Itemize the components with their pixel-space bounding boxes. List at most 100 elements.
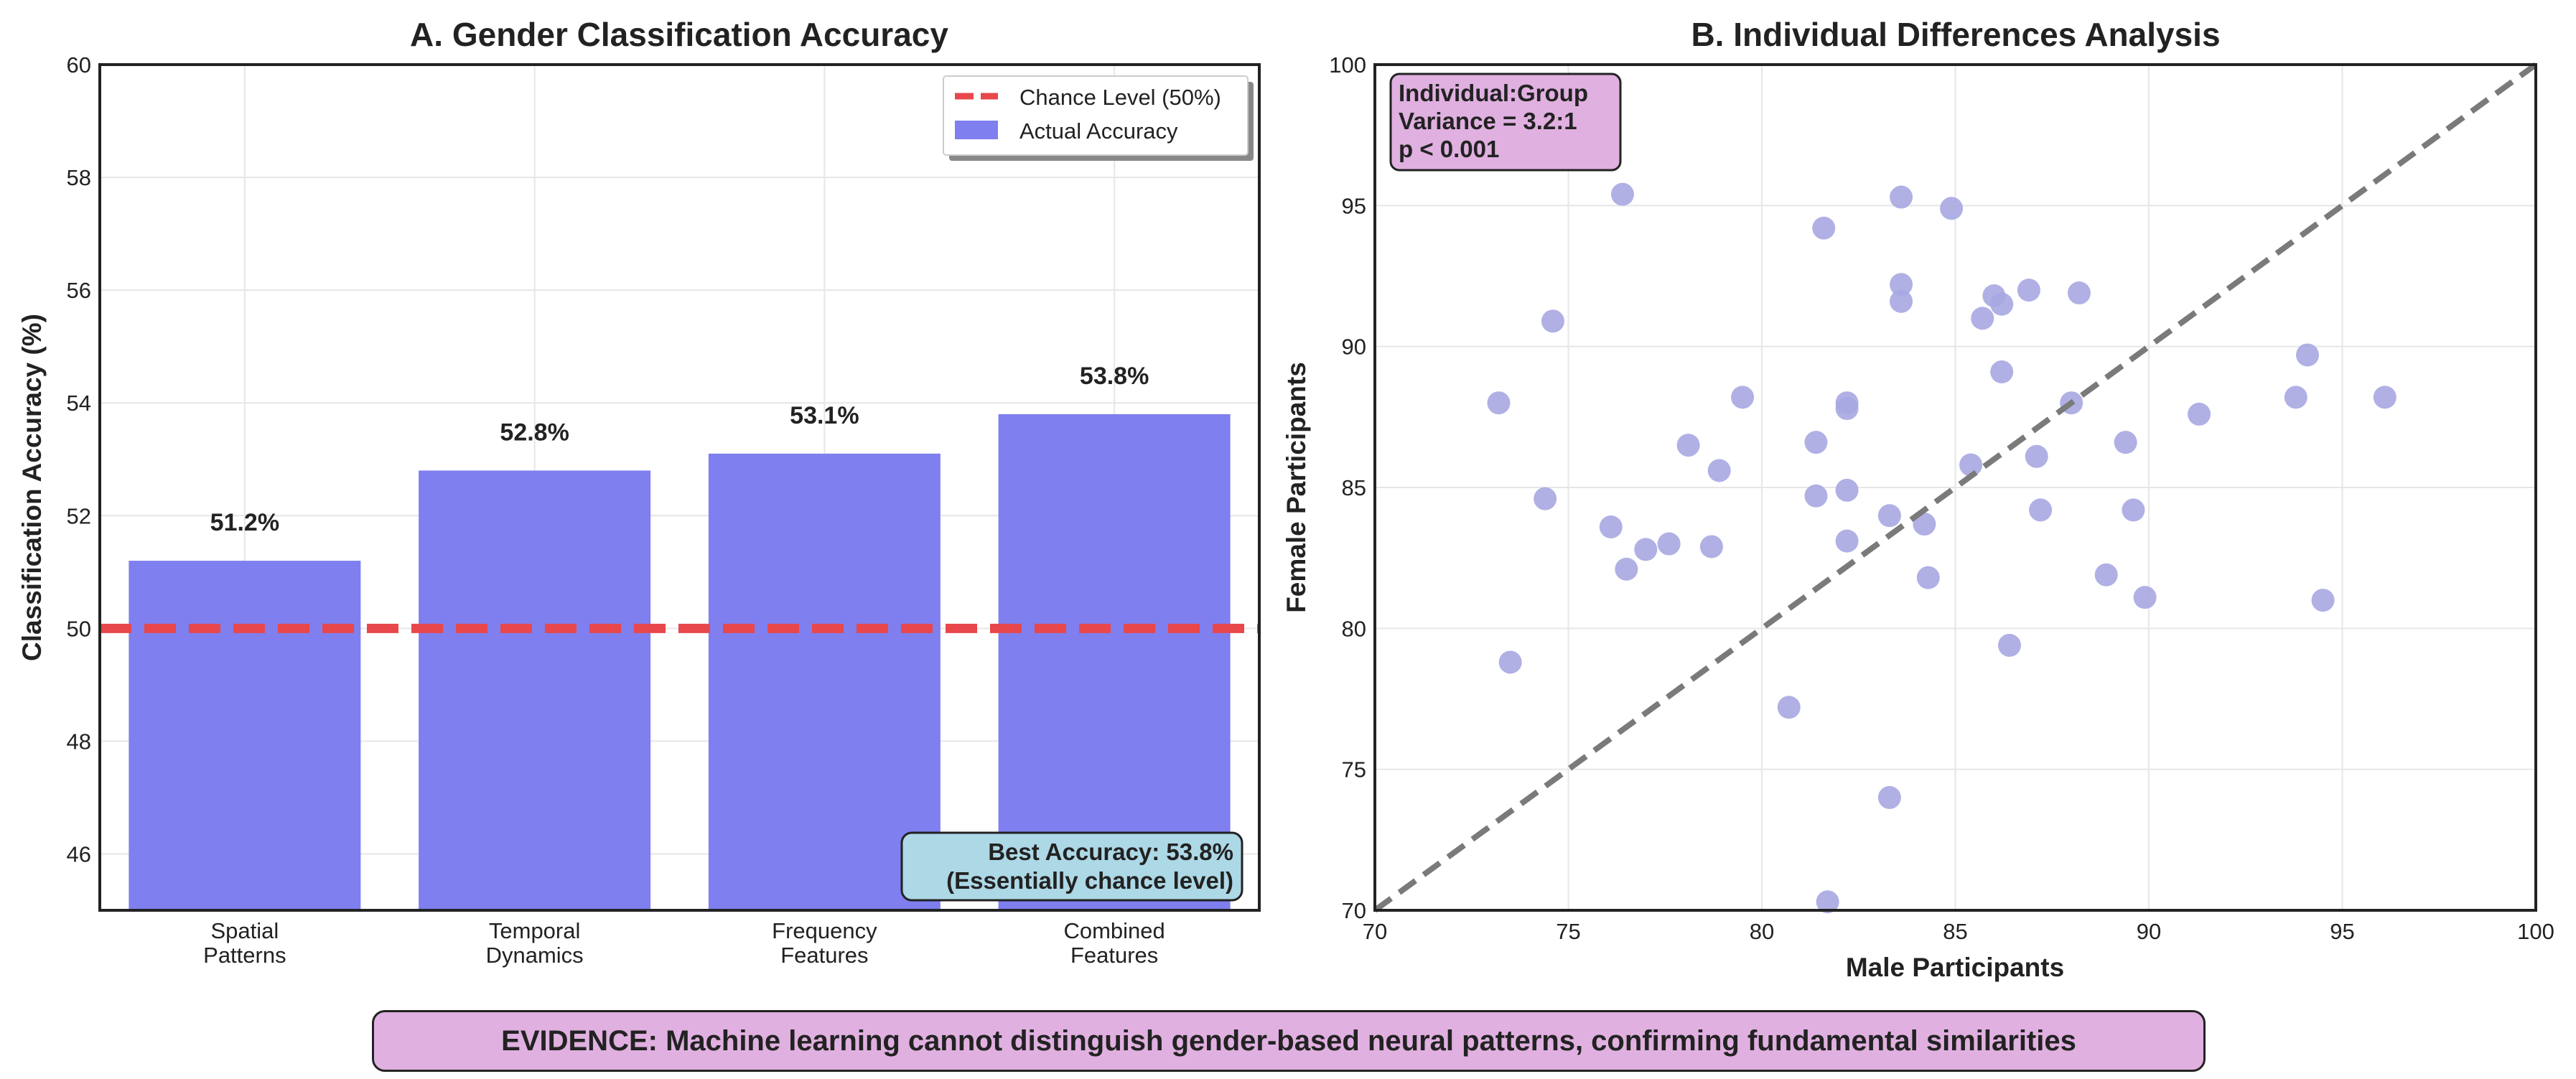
y-tick-label: 50 [67, 616, 91, 641]
scatter-point [1990, 292, 2014, 316]
panel-a-legend: Chance Level (50%) Actual Accuracy [943, 75, 1254, 161]
scatter-point [1657, 532, 1681, 556]
scatter-point [2295, 343, 2319, 367]
y-tick-label: 58 [67, 165, 91, 190]
panel-b-x-axis-label: Male Participants [1846, 953, 2064, 982]
panel-a-title: A. Gender Classification Accuracy [410, 16, 948, 53]
best-accuracy-box [900, 831, 1243, 902]
x-tick-label: Features [1070, 943, 1158, 968]
bar-value-label: 53.1% [790, 402, 859, 429]
panel-b-points [1487, 182, 2397, 914]
legend-box [943, 75, 1249, 156]
y-tick-label: 52 [67, 503, 91, 528]
panel-b-y-ticks: 70 75 80 85 90 95 100 [1329, 52, 1366, 923]
scatter-point [1676, 434, 1700, 457]
x-tick-label: 80 [1750, 919, 1774, 944]
bar-value-label: 52.8% [500, 419, 569, 446]
scatter-point [1990, 360, 2014, 384]
bar [129, 561, 361, 910]
x-tick-label: Temporal [489, 918, 581, 943]
panel-a-y-axis-label: Classification Accuracy (%) [17, 314, 47, 661]
x-tick-label: 85 [1943, 919, 1967, 944]
bar [998, 414, 1231, 910]
scatter-point [1916, 566, 1940, 589]
x-tick-label: 90 [2137, 919, 2161, 944]
scatter-point [2067, 281, 2091, 305]
scatter-point [1610, 182, 1634, 206]
scatter-point [1731, 386, 1755, 409]
scatter-point [1498, 650, 1522, 674]
scatter-point [1971, 307, 1994, 330]
scatter-point [1699, 535, 1723, 559]
bar [419, 470, 651, 910]
scatter-point [1615, 557, 1638, 581]
scatter-point [2311, 589, 2335, 612]
best-accuracy-line-2: (Essentially chance level) [946, 867, 1233, 894]
scatter-point [2284, 386, 2307, 409]
scatter-point [1804, 431, 1828, 454]
panel-b-scatter-plot: 70 75 80 85 90 95 100 70 75 80 85 90 95 100 B. Indiv… [1282, 16, 2554, 982]
panel-a-bars [129, 414, 1231, 910]
evidence-banner: EVIDENCE: Machine learning cannot distin… [372, 1010, 2206, 1072]
panel-a-frame [98, 63, 1261, 912]
scatter-point [2017, 279, 2040, 302]
y-tick-label: 60 [67, 52, 91, 78]
scatter-point [1541, 309, 1564, 333]
scatter-point [1707, 459, 1731, 482]
scatter-point [1816, 890, 1839, 914]
bar-value-label: 51.2% [210, 509, 279, 536]
y-tick-label: 54 [67, 391, 91, 416]
panel-a-bar-chart: 51.2% 52.8% 53.1% 53.8% 46 48 50 52 54 56 58 60 Sp… [17, 16, 1261, 968]
y-tick-label: 46 [67, 841, 91, 867]
panel-a-bar-value-labels: 51.2% 52.8% 53.1% 53.8% [210, 363, 1149, 536]
scatter-point [1534, 487, 1557, 510]
scatter-point [1877, 785, 1901, 809]
x-tick-label: Frequency [772, 918, 877, 943]
scatter-point [2373, 386, 2397, 409]
x-tick-label: 70 [1363, 919, 1387, 944]
panel-b-y-axis-label: Female Participants [1282, 362, 1311, 613]
scatter-point [1487, 391, 1511, 415]
y-tick-label: 90 [1342, 335, 1366, 360]
scatter-point [1599, 515, 1623, 538]
variance-stats-annotation: Individual:Group Variance = 3.2:1 p < 0.… [1389, 73, 1622, 172]
bar-value-label: 53.8% [1080, 363, 1149, 390]
legend-actual-label: Actual Accuracy [1019, 118, 1178, 144]
variance-stats-box [1389, 73, 1622, 172]
scatter-point [1890, 185, 1913, 209]
scatter-point [2029, 498, 2053, 522]
scatter-point [1890, 289, 1913, 313]
scatter-point [1913, 513, 1936, 536]
scatter-point [2114, 431, 2137, 454]
bar [708, 453, 941, 910]
panel-a-y-ticks: 46 48 50 52 54 56 58 60 [67, 52, 91, 867]
scatter-point [2133, 586, 2157, 609]
stats-line-1: Individual:Group [1399, 80, 1588, 106]
scatter-point [1812, 216, 1836, 240]
scatter-point [2122, 498, 2145, 522]
scatter-point [1835, 397, 1859, 421]
best-accuracy-line-1: Best Accuracy: 53.8% [988, 839, 1233, 865]
x-tick-label: Spatial [210, 918, 279, 943]
scatter-point [2188, 402, 2211, 426]
y-tick-label: 100 [1329, 52, 1366, 78]
scatter-point [2025, 444, 2048, 468]
scatter-point [1959, 453, 1983, 477]
legend-chance-label: Chance Level (50%) [1019, 85, 1221, 110]
scatter-point [1835, 529, 1859, 553]
evidence-text: EVIDENCE: Machine learning cannot distin… [501, 1024, 2076, 1057]
panel-b-x-ticks: 70 75 80 85 90 95 100 [1363, 919, 2554, 944]
panel-b-title: B. Individual Differences Analysis [1691, 16, 2220, 53]
scatter-point [1634, 538, 1658, 561]
legend-actual-swatch [955, 121, 998, 139]
y-tick-label: 95 [1342, 193, 1366, 218]
y-tick-label: 56 [67, 278, 91, 303]
scatter-point [1890, 273, 1913, 296]
x-tick-label: 100 [2517, 919, 2554, 944]
scatter-point [1877, 504, 1901, 528]
x-tick-label: Dynamics [486, 943, 584, 968]
stats-line-3: p < 0.001 [1399, 136, 1499, 162]
x-tick-label: 75 [1556, 919, 1580, 944]
